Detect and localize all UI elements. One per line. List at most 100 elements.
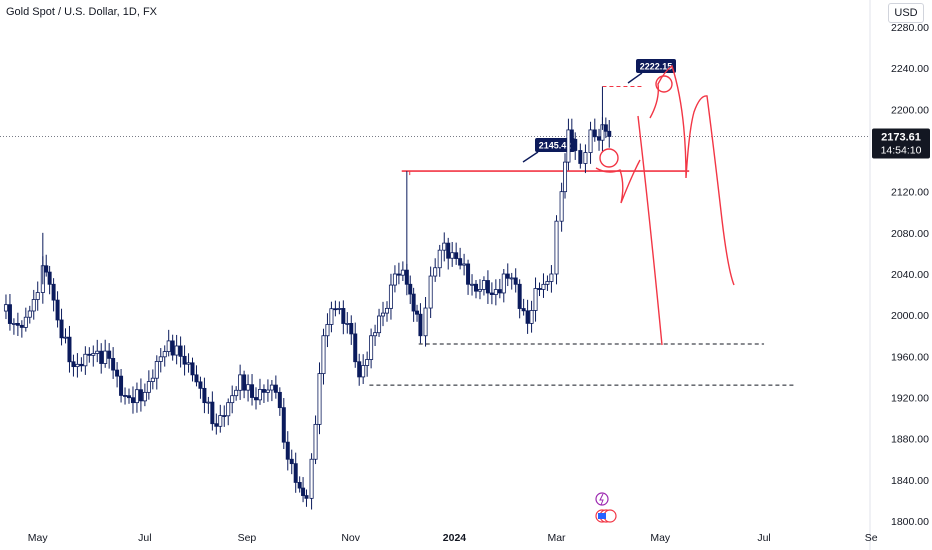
candle-body bbox=[423, 307, 428, 337]
hand-drawn-stroke bbox=[595, 159, 641, 204]
candle-body bbox=[549, 273, 554, 282]
candle-body bbox=[481, 280, 486, 290]
price-callout: 2145.42 bbox=[522, 138, 575, 163]
candle-body bbox=[3, 304, 8, 312]
y-tick-label: 1960.00 bbox=[891, 351, 929, 363]
candle bbox=[588, 121, 593, 164]
candle-body bbox=[44, 265, 49, 273]
currency-button[interactable]: USD bbox=[888, 3, 924, 23]
price-callout: 2222.15 bbox=[627, 59, 676, 84]
candle-body bbox=[230, 395, 235, 404]
candle bbox=[190, 357, 195, 382]
candle bbox=[226, 398, 231, 426]
y-tick-label: 2040.00 bbox=[891, 269, 929, 281]
candle-body bbox=[545, 281, 550, 285]
candle-body bbox=[269, 384, 274, 391]
candle bbox=[537, 282, 542, 297]
candle-body bbox=[55, 299, 60, 321]
candle bbox=[313, 415, 318, 465]
candle-body bbox=[563, 161, 568, 193]
candle-body bbox=[87, 353, 92, 356]
candle bbox=[415, 304, 420, 322]
hand-drawn-path bbox=[595, 64, 735, 346]
candle bbox=[95, 339, 100, 363]
candle bbox=[99, 343, 104, 374]
candle bbox=[19, 320, 24, 338]
candle bbox=[250, 374, 255, 406]
candle bbox=[79, 357, 84, 372]
candle bbox=[569, 118, 574, 151]
candle bbox=[285, 431, 290, 471]
candle bbox=[230, 385, 235, 414]
candle-body bbox=[178, 345, 183, 357]
y-tick-label: 1800.00 bbox=[891, 516, 929, 528]
candle bbox=[51, 278, 56, 312]
candle bbox=[304, 489, 309, 507]
candle-body bbox=[513, 277, 518, 285]
candle bbox=[202, 377, 207, 414]
candle-body bbox=[377, 315, 382, 334]
price-badge-bg bbox=[872, 128, 930, 159]
candle-body bbox=[162, 351, 167, 358]
candle-body bbox=[428, 275, 433, 309]
candle-body bbox=[246, 384, 251, 391]
candle-body bbox=[566, 129, 571, 163]
candle-body bbox=[198, 381, 203, 389]
candle-body bbox=[11, 322, 16, 325]
candle bbox=[242, 370, 247, 399]
candle bbox=[333, 300, 338, 317]
candle bbox=[329, 301, 334, 333]
candle-body bbox=[91, 353, 96, 356]
candle bbox=[309, 453, 314, 510]
candle bbox=[396, 262, 401, 285]
candle bbox=[198, 376, 203, 399]
candle bbox=[138, 378, 143, 412]
hand-drawn-stroke bbox=[649, 64, 735, 286]
candle-body bbox=[349, 322, 354, 335]
candle bbox=[517, 279, 522, 319]
candle bbox=[289, 449, 294, 475]
candle-body bbox=[592, 129, 597, 138]
candle-body bbox=[466, 263, 471, 285]
candle-body bbox=[182, 355, 187, 365]
candle-body bbox=[304, 495, 309, 499]
candle bbox=[578, 143, 583, 169]
candle bbox=[361, 354, 366, 384]
candle bbox=[489, 282, 494, 305]
candle-body bbox=[583, 152, 588, 164]
candle-body bbox=[505, 273, 510, 279]
candle bbox=[525, 299, 530, 334]
hand-drawn-stroke bbox=[637, 115, 663, 346]
candle bbox=[321, 328, 326, 385]
candle-body bbox=[158, 356, 163, 362]
y-tick-label: 2120.00 bbox=[891, 187, 929, 199]
candle bbox=[559, 182, 564, 232]
candle-body bbox=[418, 313, 423, 337]
candle bbox=[246, 374, 251, 402]
candle-body bbox=[194, 374, 199, 383]
candle-body bbox=[174, 345, 179, 356]
candle bbox=[563, 153, 568, 199]
candlestick-series bbox=[3, 86, 612, 510]
candle bbox=[345, 312, 350, 334]
candle-body bbox=[325, 324, 330, 337]
candle bbox=[411, 287, 416, 322]
candle bbox=[75, 353, 80, 378]
candle bbox=[162, 345, 167, 367]
candle-body bbox=[357, 361, 362, 378]
candle bbox=[566, 118, 571, 171]
candle-body bbox=[470, 283, 475, 286]
candle bbox=[466, 259, 471, 295]
candle-body bbox=[333, 308, 338, 311]
last-price-label: 2173.61 bbox=[881, 131, 921, 143]
candle bbox=[254, 387, 259, 410]
y-tick-label: 2080.00 bbox=[891, 228, 929, 240]
candle bbox=[277, 387, 282, 416]
candle-body bbox=[293, 463, 298, 483]
candle-body bbox=[154, 361, 159, 379]
candle-body bbox=[214, 423, 219, 427]
candle-body bbox=[7, 304, 12, 324]
candle bbox=[59, 308, 64, 346]
